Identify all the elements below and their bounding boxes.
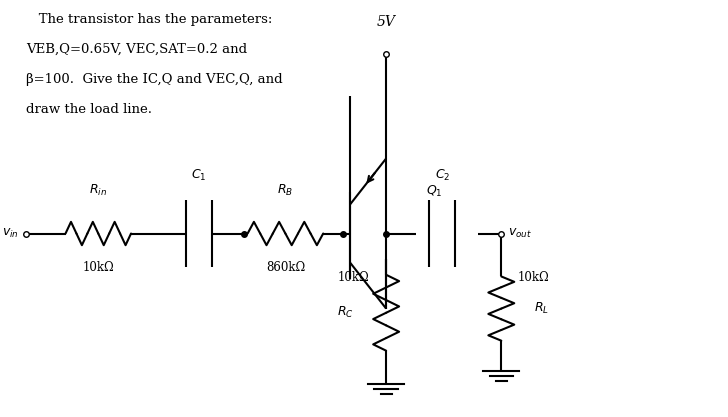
- Text: $R_{in}$: $R_{in}$: [90, 183, 107, 198]
- Text: The transistor has the parameters:: The transistor has the parameters:: [26, 13, 273, 25]
- Text: VEB,Q=0.65V, VEC,SAT=0.2 and: VEB,Q=0.65V, VEC,SAT=0.2 and: [26, 43, 248, 55]
- Text: $C_2$: $C_2$: [435, 168, 450, 183]
- Text: $R_L$: $R_L$: [534, 301, 549, 316]
- Text: $C_1$: $C_1$: [191, 168, 207, 183]
- Text: draw the load line.: draw the load line.: [26, 103, 152, 116]
- Text: 5V: 5V: [376, 15, 395, 29]
- Text: $v_{out}$: $v_{out}$: [508, 227, 532, 240]
- Text: $R_C$: $R_C$: [337, 305, 354, 320]
- Text: $R_B$: $R_B$: [277, 183, 293, 198]
- Text: 10kΩ: 10kΩ: [338, 271, 370, 284]
- Text: β=100.  Give the IC,Q and VEC,Q, and: β=100. Give the IC,Q and VEC,Q, and: [26, 73, 283, 85]
- Text: 10kΩ: 10kΩ: [82, 261, 114, 274]
- Text: $Q_1$: $Q_1$: [426, 184, 443, 199]
- Text: 10kΩ: 10kΩ: [518, 271, 550, 284]
- Text: $v_{in}$: $v_{in}$: [2, 227, 19, 240]
- Text: 860kΩ: 860kΩ: [266, 261, 305, 274]
